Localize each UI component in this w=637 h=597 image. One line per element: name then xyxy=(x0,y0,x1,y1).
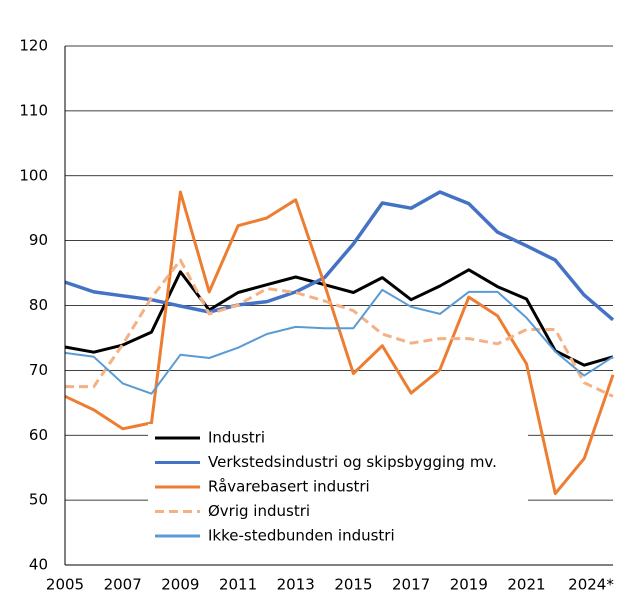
x-tick-label: 2015 xyxy=(334,576,372,594)
x-tick-label: 2005 xyxy=(46,576,84,594)
lines xyxy=(64,190,615,496)
y-tick-label: 90 xyxy=(29,231,48,249)
legend-label: Verkstedsindustri og skipsbygging mv. xyxy=(208,453,497,471)
y-tick-label: 60 xyxy=(29,426,48,444)
y-tick-label: 50 xyxy=(29,491,48,509)
legend-label: Øvrig industri xyxy=(208,502,310,520)
series-line xyxy=(64,268,614,367)
y-tick-label: 40 xyxy=(29,556,48,574)
series-line xyxy=(64,288,614,395)
legend-label: Ikke-stedbunden industri xyxy=(208,527,395,545)
y-tick-label: 100 xyxy=(19,166,48,184)
x-tick-label: 2017 xyxy=(392,576,430,594)
x-tick-label: 2009 xyxy=(161,576,199,594)
x-tick-label: 2019 xyxy=(450,576,488,594)
y-tick-label: 120 xyxy=(19,37,48,55)
x-tick-label: 2007 xyxy=(104,576,142,594)
y-tick-label: 70 xyxy=(29,361,48,379)
legend: Industri Verkstedsindustri og skipsbyggin… xyxy=(148,424,528,549)
x-tick-label: 2024* xyxy=(568,576,614,594)
legend-label: Industri xyxy=(208,429,265,447)
x-tick-label: 2011 xyxy=(219,576,257,594)
legend-label: Råvarebasert industri xyxy=(208,478,370,496)
x-tick-label: 2021 xyxy=(507,576,545,594)
x-tick-label: 2013 xyxy=(277,576,315,594)
y-tick-label: 110 xyxy=(19,101,48,119)
series-line xyxy=(64,190,615,322)
series-line xyxy=(65,258,614,398)
y-tick-label: 80 xyxy=(29,296,48,314)
legend-box xyxy=(148,424,528,549)
